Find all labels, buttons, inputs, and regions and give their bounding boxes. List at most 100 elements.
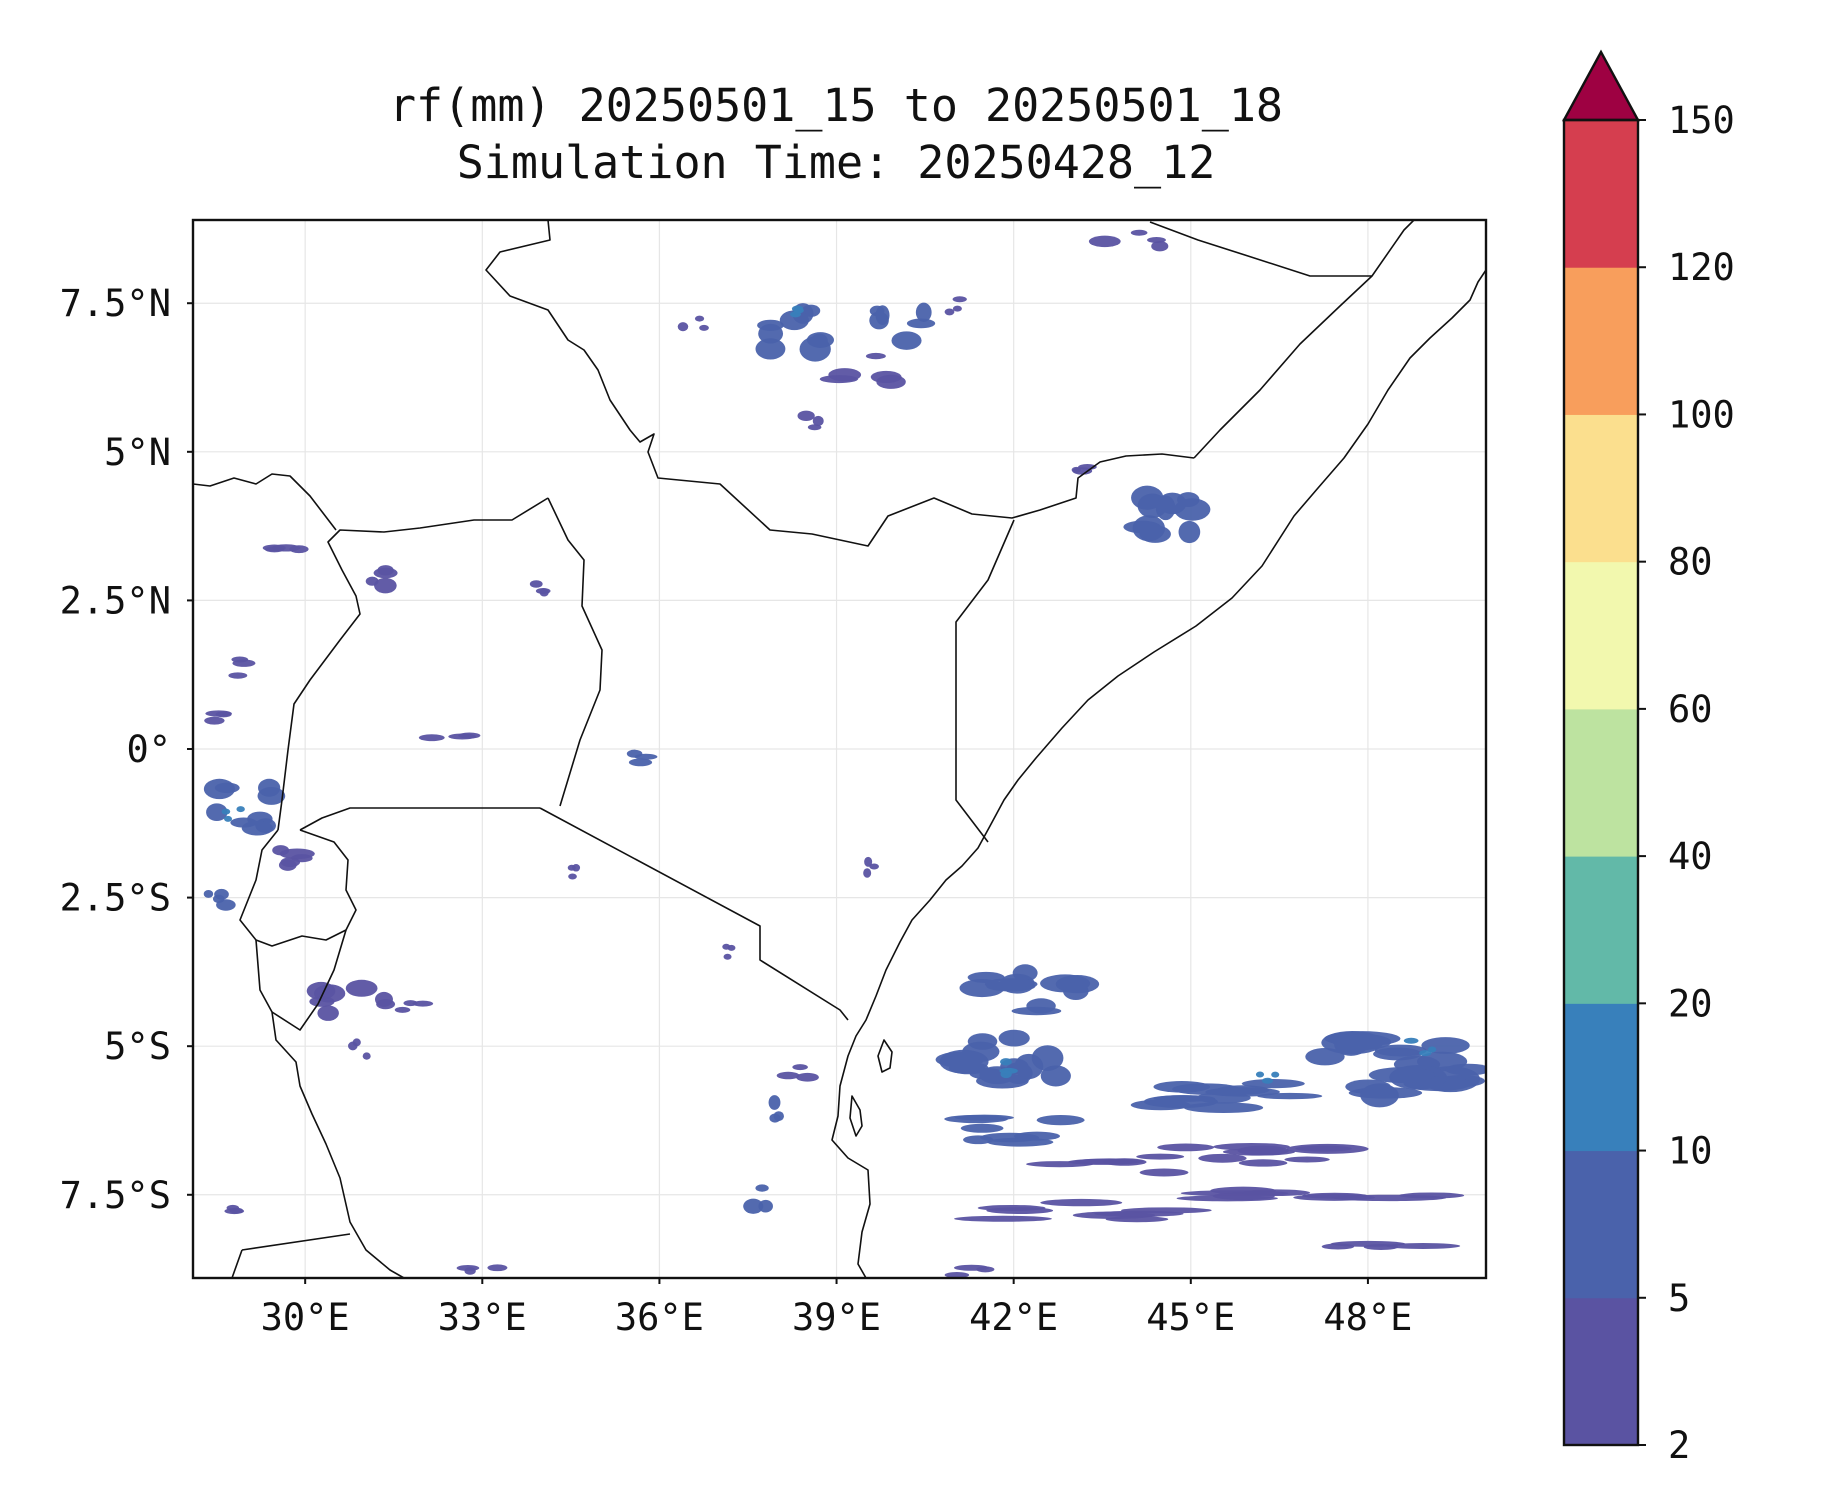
rain-cell: [863, 856, 879, 878]
rain-blob: [1428, 1046, 1437, 1053]
rain-blob: [998, 1029, 1030, 1047]
colorbar-segment: [1564, 1297, 1638, 1446]
rain-blob: [257, 786, 286, 805]
rain-blob: [757, 319, 784, 331]
border-burundi-tanzania: [271, 929, 347, 1031]
map-features: [193, 220, 1486, 1278]
rain-blob: [1241, 1078, 1305, 1089]
rain-cell: [1255, 1071, 1280, 1084]
rain-cell: [743, 1184, 773, 1214]
rain-blob: [1242, 1189, 1311, 1197]
rain-blob: [568, 873, 577, 880]
rain-blob: [1000, 1058, 1012, 1066]
rain-blob: [755, 1184, 769, 1192]
y-tick-label: 7.5°N: [60, 282, 171, 325]
colorbar-segment: [1564, 561, 1638, 710]
rain-blob: [723, 953, 732, 960]
border-kenya-somalia: [955, 519, 1015, 843]
rain-blob: [953, 1264, 990, 1271]
rain-cell: [959, 964, 1100, 1016]
rain-blob: [1198, 1153, 1247, 1163]
rain-blob: [1063, 981, 1089, 1001]
rain-cell: [1088, 229, 1169, 252]
rain-cell: [790, 305, 804, 318]
rain-cell: [203, 778, 286, 836]
rain-blob: [375, 991, 393, 1007]
rain-blob: [1183, 1102, 1264, 1114]
rain-cell: [626, 749, 658, 767]
colorbar-tick-label: 5: [1668, 1277, 1690, 1320]
rain-blob: [539, 588, 549, 597]
rain-blob: [776, 1071, 800, 1080]
rain-blob: [1295, 1145, 1352, 1152]
colorbar-ticks: 2 5 10 20 40 60 80 100 120 150: [1638, 99, 1735, 1467]
rain-blob: [792, 1064, 808, 1071]
rain-cell: [768, 1095, 784, 1123]
rain-blob: [864, 856, 873, 867]
rain-blob: [1178, 520, 1201, 544]
rain-blob: [1360, 1083, 1399, 1108]
y-tick-label: 0°: [126, 728, 171, 771]
rain-blob: [1321, 1243, 1355, 1250]
rain-blob: [1157, 1143, 1215, 1152]
rain-blob: [1105, 1216, 1169, 1223]
border-kenya-tanzania: [539, 807, 849, 1021]
colorbar-segment: [1564, 1150, 1638, 1299]
rain-blob: [1255, 1071, 1265, 1078]
rain-cell: [819, 352, 906, 389]
rain-blob: [1177, 492, 1200, 508]
border-rwanda-burundi: [239, 829, 357, 947]
colorbar-segment: [1564, 856, 1638, 1004]
rain-blob: [1237, 1145, 1289, 1156]
rain-blob: [1155, 495, 1176, 521]
colorbar-extend-arrow: [1561, 49, 1641, 122]
rain-blob: [959, 979, 1005, 998]
rain-blob: [352, 1038, 361, 1047]
rain-blob: [215, 711, 232, 718]
border-ethiopia-somalia: [1193, 220, 1415, 459]
rain-cell: [1123, 485, 1211, 544]
rain-blob: [264, 546, 285, 553]
colorbar-tick-label: 150: [1668, 99, 1735, 142]
rain-blob: [418, 734, 445, 742]
rain-blob: [1205, 1087, 1280, 1097]
rain-blob: [869, 305, 885, 317]
rain-blob: [939, 1049, 989, 1074]
colorbar-segment: [1564, 267, 1638, 415]
rain-blob: [206, 803, 228, 822]
rain-cell: [776, 1064, 819, 1082]
map-title-line1: rf(mm) 20250501_15 to 20250501_18: [389, 79, 1283, 132]
rain-cell: [944, 296, 967, 316]
rain-blob: [529, 580, 543, 588]
y-tick-label: 7.5°S: [60, 1174, 171, 1217]
rain-blob: [1031, 1045, 1064, 1071]
rain-blob: [1130, 229, 1148, 236]
rain-blob: [960, 1123, 1004, 1133]
rain-blob: [394, 1006, 411, 1013]
y-axis-ticks: 7.5°N 5°N 2.5°N 0° 2.5°S 5°S 7.5°S: [60, 282, 193, 1217]
x-tick-label: 30°E: [261, 1296, 350, 1339]
rain-blob: [796, 1072, 819, 1082]
rain-cell: [953, 1198, 1212, 1223]
map-area: 30°E 33°E 36°E 39°E 42°E 45°E 48°E 7.5°N 5°N 2.5…: [60, 218, 1488, 1339]
rain-blob: [1151, 241, 1169, 252]
rain-blob: [677, 322, 689, 332]
rain-blob: [915, 302, 932, 323]
rain-cell: [221, 806, 245, 822]
rain-cell: [418, 732, 481, 742]
rain-blob: [1261, 1077, 1273, 1084]
x-tick-label: 39°E: [792, 1296, 881, 1339]
x-tick-label: 36°E: [615, 1296, 704, 1339]
rain-blob: [362, 1052, 371, 1060]
rain-blob: [694, 315, 705, 322]
rain-blob: [280, 857, 301, 868]
rain-blob: [236, 806, 245, 813]
rain-blob: [819, 375, 859, 384]
rain-blob: [1130, 1099, 1191, 1111]
rain-blob: [289, 545, 309, 554]
border-uganda-drc: [277, 497, 549, 831]
rain-blob: [317, 1005, 339, 1021]
rain-cell: [999, 1058, 1018, 1079]
coastline: [831, 269, 1486, 1278]
